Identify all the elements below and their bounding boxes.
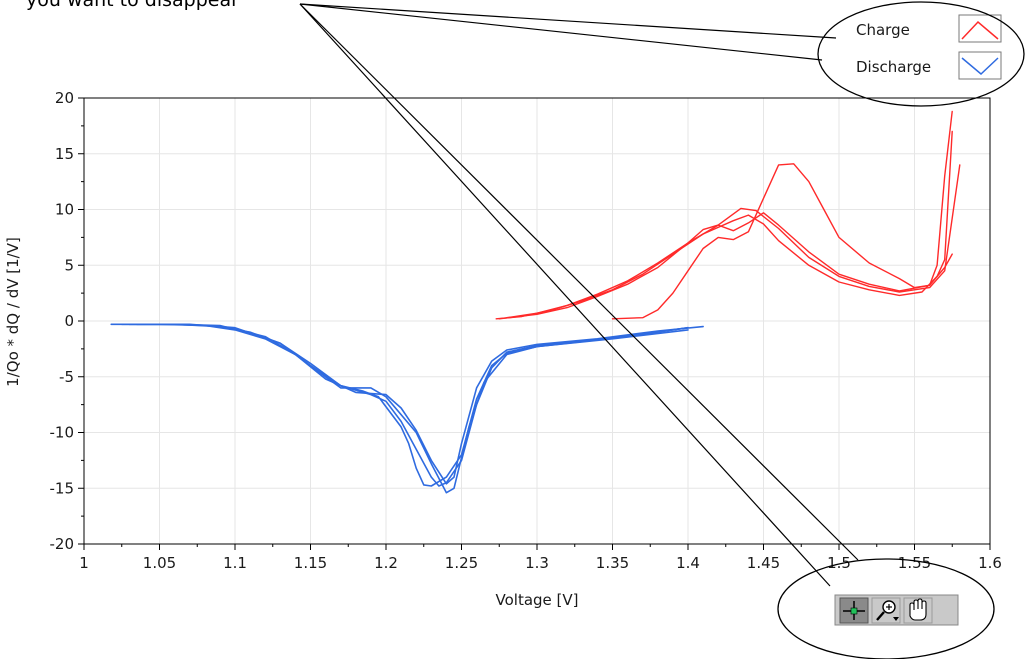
y-tick-label: -20	[50, 535, 75, 553]
y-tick-label: -5	[59, 368, 74, 386]
y-axis-title: 1/Qo * dQ / dV [1/V]	[4, 237, 22, 387]
y-tick-label: 0	[64, 312, 74, 330]
toolbar-highlight-ellipse	[777, 558, 995, 659]
charge-series-line-3	[498, 110, 953, 320]
discharge-series-line-6	[120, 323, 689, 487]
graph-palette-toolbar	[834, 594, 959, 626]
annotation-callout-lines	[299, 3, 859, 587]
x-tick-label: 1.4	[676, 554, 700, 572]
grid	[83, 97, 991, 545]
legend-charge-line	[961, 20, 999, 40]
series-layer	[110, 110, 961, 494]
legend-discharge-line	[961, 57, 999, 76]
y-tick-label: 5	[64, 256, 74, 274]
legend-highlight-ellipse	[817, 1, 1025, 107]
hand-icon	[909, 598, 927, 621]
legend-label-charge: Charge	[856, 21, 910, 39]
charge-series-line-1	[495, 130, 953, 320]
legend-swatch-discharge	[958, 51, 1002, 80]
x-tick-label: 1.55	[898, 554, 931, 572]
x-tick-label: 1.5	[827, 554, 851, 572]
x-tick-label: 1.05	[143, 554, 176, 572]
discharge-series-line-7	[128, 323, 689, 494]
x-tick-label: 1.3	[525, 554, 549, 572]
y-tick-label: 15	[55, 145, 74, 163]
legend: Charge Discharge	[856, 14, 1002, 80]
axis-ticks	[78, 97, 991, 550]
crosshair-icon	[843, 601, 865, 620]
x-axis-title: Voltage [V]	[496, 591, 579, 609]
discharge-series-line-8	[136, 323, 689, 487]
x-tick-label: 1.15	[294, 554, 327, 572]
x-tick-label: 1.45	[747, 554, 780, 572]
discharge-series-line-5	[110, 323, 704, 485]
charge-series-line-2	[506, 164, 961, 319]
cursor-tool-button[interactable]	[839, 597, 869, 624]
x-tick-label: 1.1	[223, 554, 247, 572]
annotation-text-container: you want to disappear	[26, 0, 326, 14]
x-tick-label: 1.2	[374, 554, 398, 572]
x-tick-label: 1	[79, 554, 89, 572]
legend-label-discharge: Discharge	[856, 58, 931, 76]
y-tick-label: 20	[55, 89, 74, 107]
x-tick-label: 1.25	[445, 554, 478, 572]
zoom-tool-button[interactable]	[871, 597, 901, 624]
zoom-icon	[876, 600, 899, 621]
legend-swatch-charge	[958, 14, 1002, 43]
tick-labels: 1 1.05 1.1 1.15 1.2 1.25 1.3 1.35 1.4 1.45 1.5 1.55…	[50, 89, 1002, 572]
x-tick-label: 1.6	[978, 554, 1002, 572]
charge-series-line-4	[611, 163, 953, 320]
pan-tool-button[interactable]	[903, 597, 933, 624]
y-tick-label: -15	[50, 479, 75, 497]
annotation-text: you want to disappear	[26, 0, 239, 11]
y-tick-label: -10	[50, 424, 75, 442]
y-tick-label: 10	[55, 201, 74, 219]
x-tick-label: 1.35	[596, 554, 629, 572]
